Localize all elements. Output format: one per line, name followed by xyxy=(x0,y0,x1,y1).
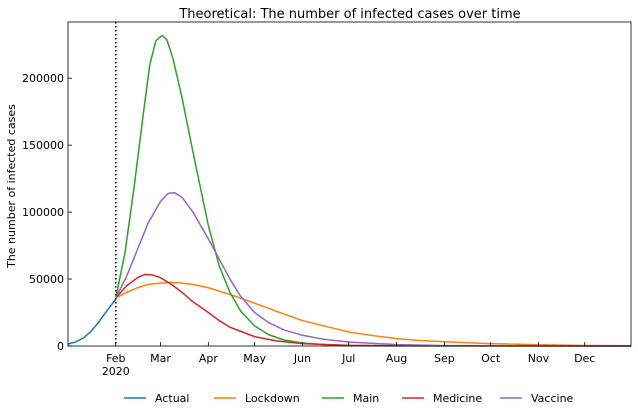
x-tick-label: Jun xyxy=(293,352,311,365)
y-tick-label: 100000 xyxy=(22,206,64,219)
x-tick-label: May xyxy=(243,352,266,365)
x-tick-label: Nov xyxy=(528,352,550,365)
series-line-vaccine xyxy=(115,191,632,347)
legend-label-main: Main xyxy=(353,392,379,405)
series-line-main xyxy=(115,34,632,347)
x-tick-label: Dec xyxy=(574,352,595,365)
y-tick-label: 0 xyxy=(57,340,64,353)
series-line-actual xyxy=(67,298,117,345)
x-tick-label: Oct xyxy=(481,352,501,365)
chart-title: Theoretical: The number of infected case… xyxy=(178,7,520,22)
x-tick-label: Jul xyxy=(341,352,355,365)
legend-label-vaccine: Vaccine xyxy=(531,392,574,405)
y-tick-label: 150000 xyxy=(22,139,64,152)
y-axis-label: The number of infected cases xyxy=(5,104,18,269)
series-line-lockdown xyxy=(115,281,632,347)
x-tick-label: Sep xyxy=(434,352,455,365)
legend-label-actual: Actual xyxy=(155,392,189,405)
x-tick-label: Aug xyxy=(386,352,407,365)
x-tick-label: Feb xyxy=(106,352,125,365)
axes-frame xyxy=(67,21,632,347)
legend-label-medicine: Medicine xyxy=(433,392,482,405)
series-line-medicine xyxy=(115,273,632,347)
legend: Actual Lockdown Main Medicine Vaccine xyxy=(124,392,574,405)
y-tick-label: 200000 xyxy=(22,72,64,85)
x-tick-sublabel: 2020 xyxy=(102,365,130,378)
y-tick-label: 50000 xyxy=(29,273,64,286)
legend-label-lockdown: Lockdown xyxy=(245,392,300,405)
x-tick-label: Apr xyxy=(199,352,219,365)
x-tick-label: Mar xyxy=(150,352,171,365)
